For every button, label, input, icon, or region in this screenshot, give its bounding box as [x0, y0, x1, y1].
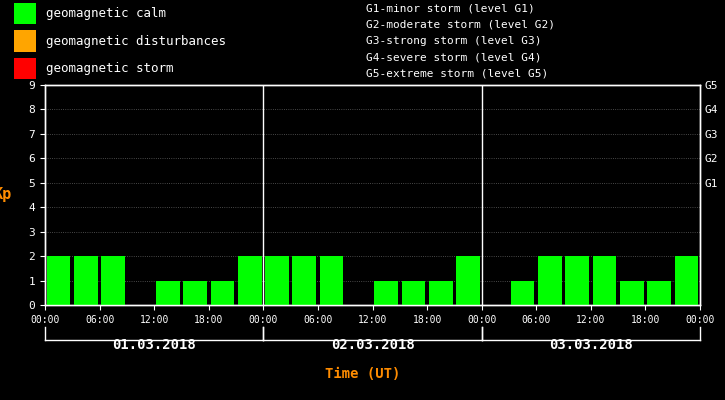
- Bar: [647, 280, 671, 305]
- Text: 03.03.2018: 03.03.2018: [549, 338, 633, 352]
- Bar: [456, 256, 480, 305]
- Text: Time (UT): Time (UT): [325, 367, 400, 381]
- FancyBboxPatch shape: [14, 30, 36, 52]
- Text: geomagnetic disturbances: geomagnetic disturbances: [46, 34, 225, 48]
- FancyBboxPatch shape: [14, 58, 36, 79]
- Bar: [429, 280, 452, 305]
- Bar: [183, 280, 207, 305]
- Text: 01.03.2018: 01.03.2018: [112, 338, 196, 352]
- Bar: [320, 256, 344, 305]
- Bar: [47, 256, 70, 305]
- Bar: [674, 256, 698, 305]
- Text: G4-severe storm (level G4): G4-severe storm (level G4): [366, 52, 542, 62]
- Text: 02.03.2018: 02.03.2018: [331, 338, 415, 352]
- Text: G3-strong storm (level G3): G3-strong storm (level G3): [366, 36, 542, 46]
- Bar: [592, 256, 616, 305]
- Bar: [102, 256, 125, 305]
- Bar: [402, 280, 426, 305]
- Text: G5-extreme storm (level G5): G5-extreme storm (level G5): [366, 69, 548, 79]
- Bar: [74, 256, 98, 305]
- Text: geomagnetic calm: geomagnetic calm: [46, 7, 165, 20]
- Bar: [566, 256, 589, 305]
- Bar: [265, 256, 289, 305]
- Text: Kp: Kp: [0, 188, 12, 202]
- Bar: [511, 280, 534, 305]
- Bar: [238, 256, 262, 305]
- Bar: [374, 280, 398, 305]
- Bar: [210, 280, 234, 305]
- Bar: [538, 256, 562, 305]
- Bar: [292, 256, 316, 305]
- Bar: [156, 280, 180, 305]
- Text: geomagnetic storm: geomagnetic storm: [46, 62, 173, 75]
- FancyBboxPatch shape: [14, 3, 36, 24]
- Bar: [620, 280, 644, 305]
- Text: G1-minor storm (level G1): G1-minor storm (level G1): [366, 3, 535, 13]
- Text: G2-moderate storm (level G2): G2-moderate storm (level G2): [366, 20, 555, 30]
